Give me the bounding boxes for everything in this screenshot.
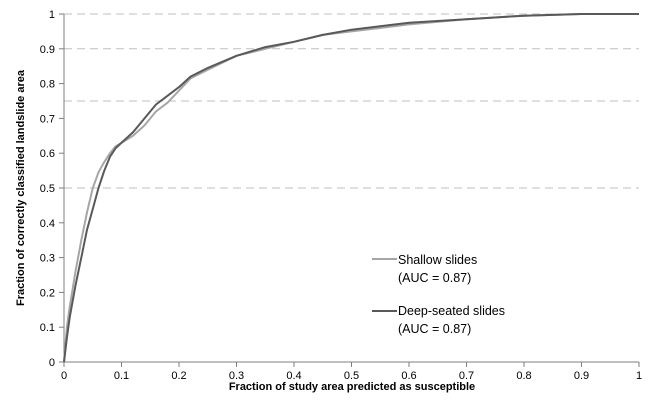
x-tick-label: 0.2 (171, 370, 186, 382)
x-tick-label: 0 (61, 370, 67, 382)
x-tick-label: 0.3 (229, 370, 244, 382)
y-tick-label: 0.1 (40, 322, 55, 334)
legend: Shallow slides (AUC = 0.87) Deep-seated … (372, 253, 505, 336)
y-tick-label: 0.3 (40, 253, 55, 265)
y-tick-label: 0.2 (40, 287, 55, 299)
legend-auc-shallow: (AUC = 0.87) (398, 271, 471, 285)
legend-label-shallow: Shallow slides (398, 253, 477, 267)
x-tick-label: 0.6 (401, 370, 416, 382)
y-tick-label: 0.8 (40, 79, 55, 91)
x-tick-label: 0.8 (516, 370, 531, 382)
x-tick-label: 0.4 (286, 370, 301, 382)
legend-auc-deep: (AUC = 0.87) (398, 322, 471, 336)
x-tick-label: 0.7 (459, 370, 474, 382)
y-tick-label: 0.7 (40, 113, 55, 125)
y-tick-label: 1 (49, 9, 55, 21)
x-tick-label: 0.1 (114, 370, 129, 382)
series-line-shallow (63, 13, 639, 363)
x-tick-label: 0.9 (574, 370, 589, 382)
x-ticks: 0 0.1 0.2 0.3 0.4 0.5 0.6 0.7 0.8 0.9 1 (61, 362, 642, 382)
y-tick-label: 0.9 (40, 44, 55, 56)
x-axis-title: Fraction of study area predicted as susc… (229, 381, 475, 393)
series-lines (63, 13, 639, 363)
y-ticks: 0 0.1 0.2 0.3 0.4 0.5 0.6 0.7 0.8 0.9 1 (40, 9, 64, 369)
y-tick-label: 0.5 (40, 183, 55, 195)
legend-label-deep: Deep-seated slides (398, 304, 505, 318)
y-axis-title: Fraction of correctly classified landsli… (15, 69, 27, 306)
x-tick-label: 0.5 (344, 370, 359, 382)
x-tick-label: 1 (636, 370, 642, 382)
y-tick-label: 0 (49, 357, 55, 369)
gridlines (64, 13, 639, 189)
y-tick-label: 0.6 (40, 148, 55, 160)
y-tick-label: 0.4 (40, 218, 55, 230)
series-line-deep (63, 13, 639, 363)
